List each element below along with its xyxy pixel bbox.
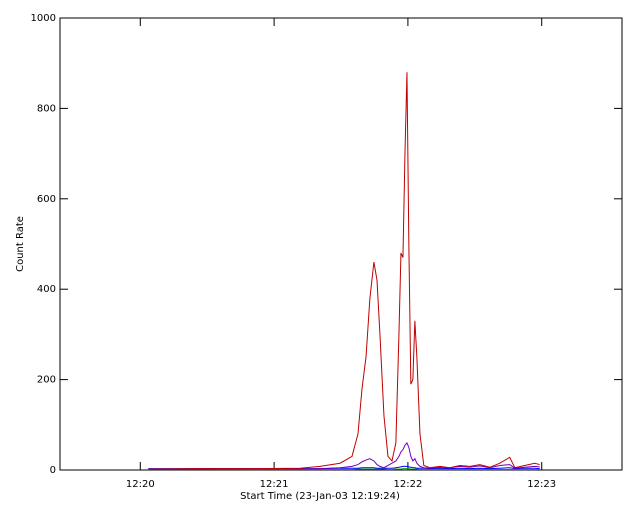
y-tick-label: 800 xyxy=(37,103,56,114)
x-tick-label: 12:20 xyxy=(126,479,155,490)
y-tick-label: 400 xyxy=(37,284,56,295)
y-tick-label: 200 xyxy=(37,375,56,386)
x-axis-label: Start Time (23-Jan-03 12:19:24) xyxy=(240,491,400,502)
x-tick-label: 12:23 xyxy=(527,479,556,490)
y-tick-label: 1000 xyxy=(31,13,56,24)
y-tick-label: 600 xyxy=(37,194,56,205)
x-tick-label: 12:22 xyxy=(393,479,422,490)
series-line xyxy=(148,72,540,470)
plot-frame xyxy=(59,17,623,471)
series-line xyxy=(148,465,540,470)
y-axis-label: Count Rate xyxy=(15,216,26,272)
series-line xyxy=(148,441,540,471)
y-tick-label: 0 xyxy=(50,465,56,476)
x-tick-label: 12:21 xyxy=(260,479,289,490)
series-line xyxy=(148,468,540,471)
